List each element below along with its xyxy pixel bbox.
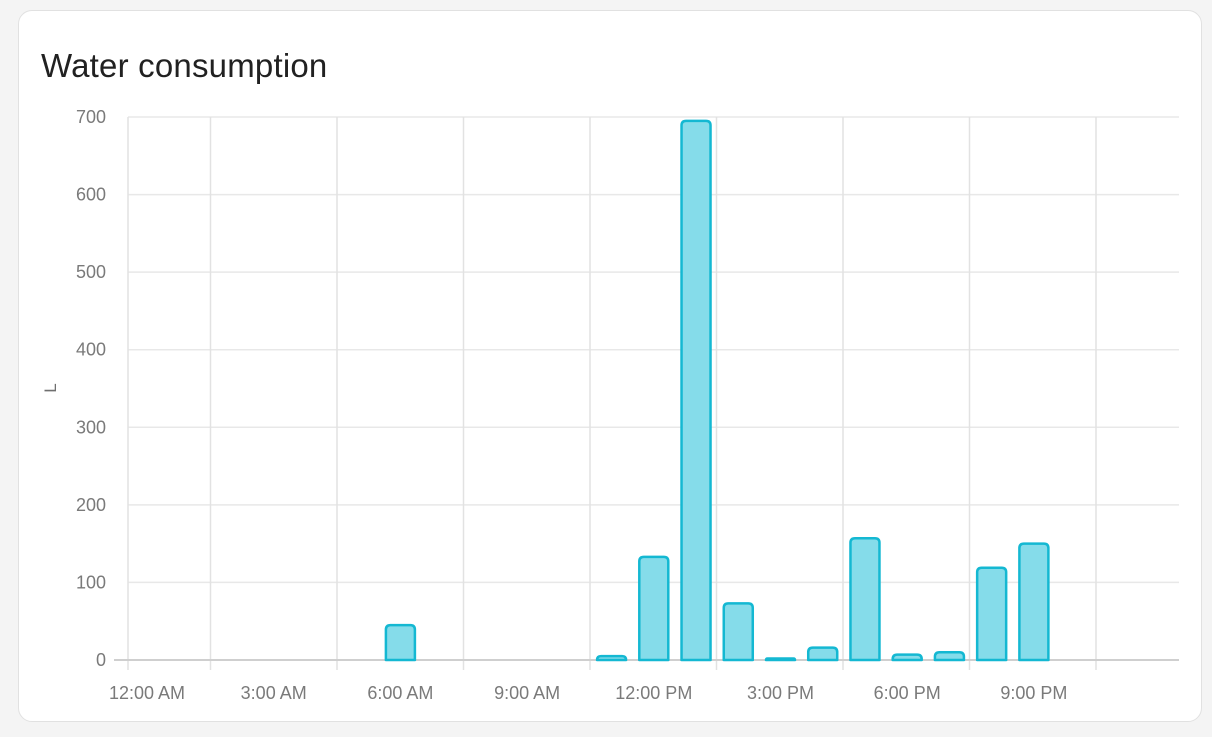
water-consumption-bar[interactable] <box>933 650 966 662</box>
water-consumption-bar[interactable] <box>1018 542 1050 662</box>
y-axis-tick-label: 100 <box>76 572 106 592</box>
x-axis-tick-label: 3:00 AM <box>241 683 307 703</box>
water-consumption-bar[interactable] <box>849 536 881 662</box>
water-consumption-bar[interactable] <box>595 654 628 662</box>
water-consumption-bar[interactable] <box>764 657 797 662</box>
y-axis-tick-label: 400 <box>76 340 106 360</box>
x-axis-tick-label: 6:00 PM <box>874 683 941 703</box>
water-consumption-bar[interactable] <box>638 555 670 662</box>
water-consumption-bar[interactable] <box>384 623 417 662</box>
y-axis-tick-label: 500 <box>76 262 106 282</box>
y-axis-tick-label: 300 <box>76 417 106 437</box>
water-consumption-bar-chart: 0 100 200 300 400 500 600 700 L 12:00 AM 3:00 AM 6:… <box>41 107 1179 703</box>
x-axis-tick-label: 12:00 AM <box>109 683 185 703</box>
y-axis-tick-label: 600 <box>76 185 106 205</box>
water-consumption-bar[interactable] <box>680 119 712 662</box>
water-consumption-bar[interactable] <box>975 566 1008 662</box>
x-axis-tick-label: 3:00 PM <box>747 683 814 703</box>
water-consumption-bar[interactable] <box>722 602 755 662</box>
chart-title: Water consumption <box>41 47 328 84</box>
y-axis-tick-label: 200 <box>76 495 106 515</box>
water-consumption-card: Water consumption 0 100 200 300 400 500 600 700… <box>18 10 1202 722</box>
x-axis-tick-label: 12:00 PM <box>615 683 692 703</box>
y-axis-tick-label: 700 <box>76 107 106 127</box>
x-axis-tick-label: 9:00 AM <box>494 683 560 703</box>
x-axis-tick-label: 6:00 AM <box>367 683 433 703</box>
x-axis-tick-label: 9:00 PM <box>1000 683 1067 703</box>
water-consumption-bar[interactable] <box>806 646 839 662</box>
water-consumption-bar[interactable] <box>891 653 923 662</box>
y-axis-title: L <box>41 383 60 392</box>
y-axis-tick-label: 0 <box>96 650 106 670</box>
